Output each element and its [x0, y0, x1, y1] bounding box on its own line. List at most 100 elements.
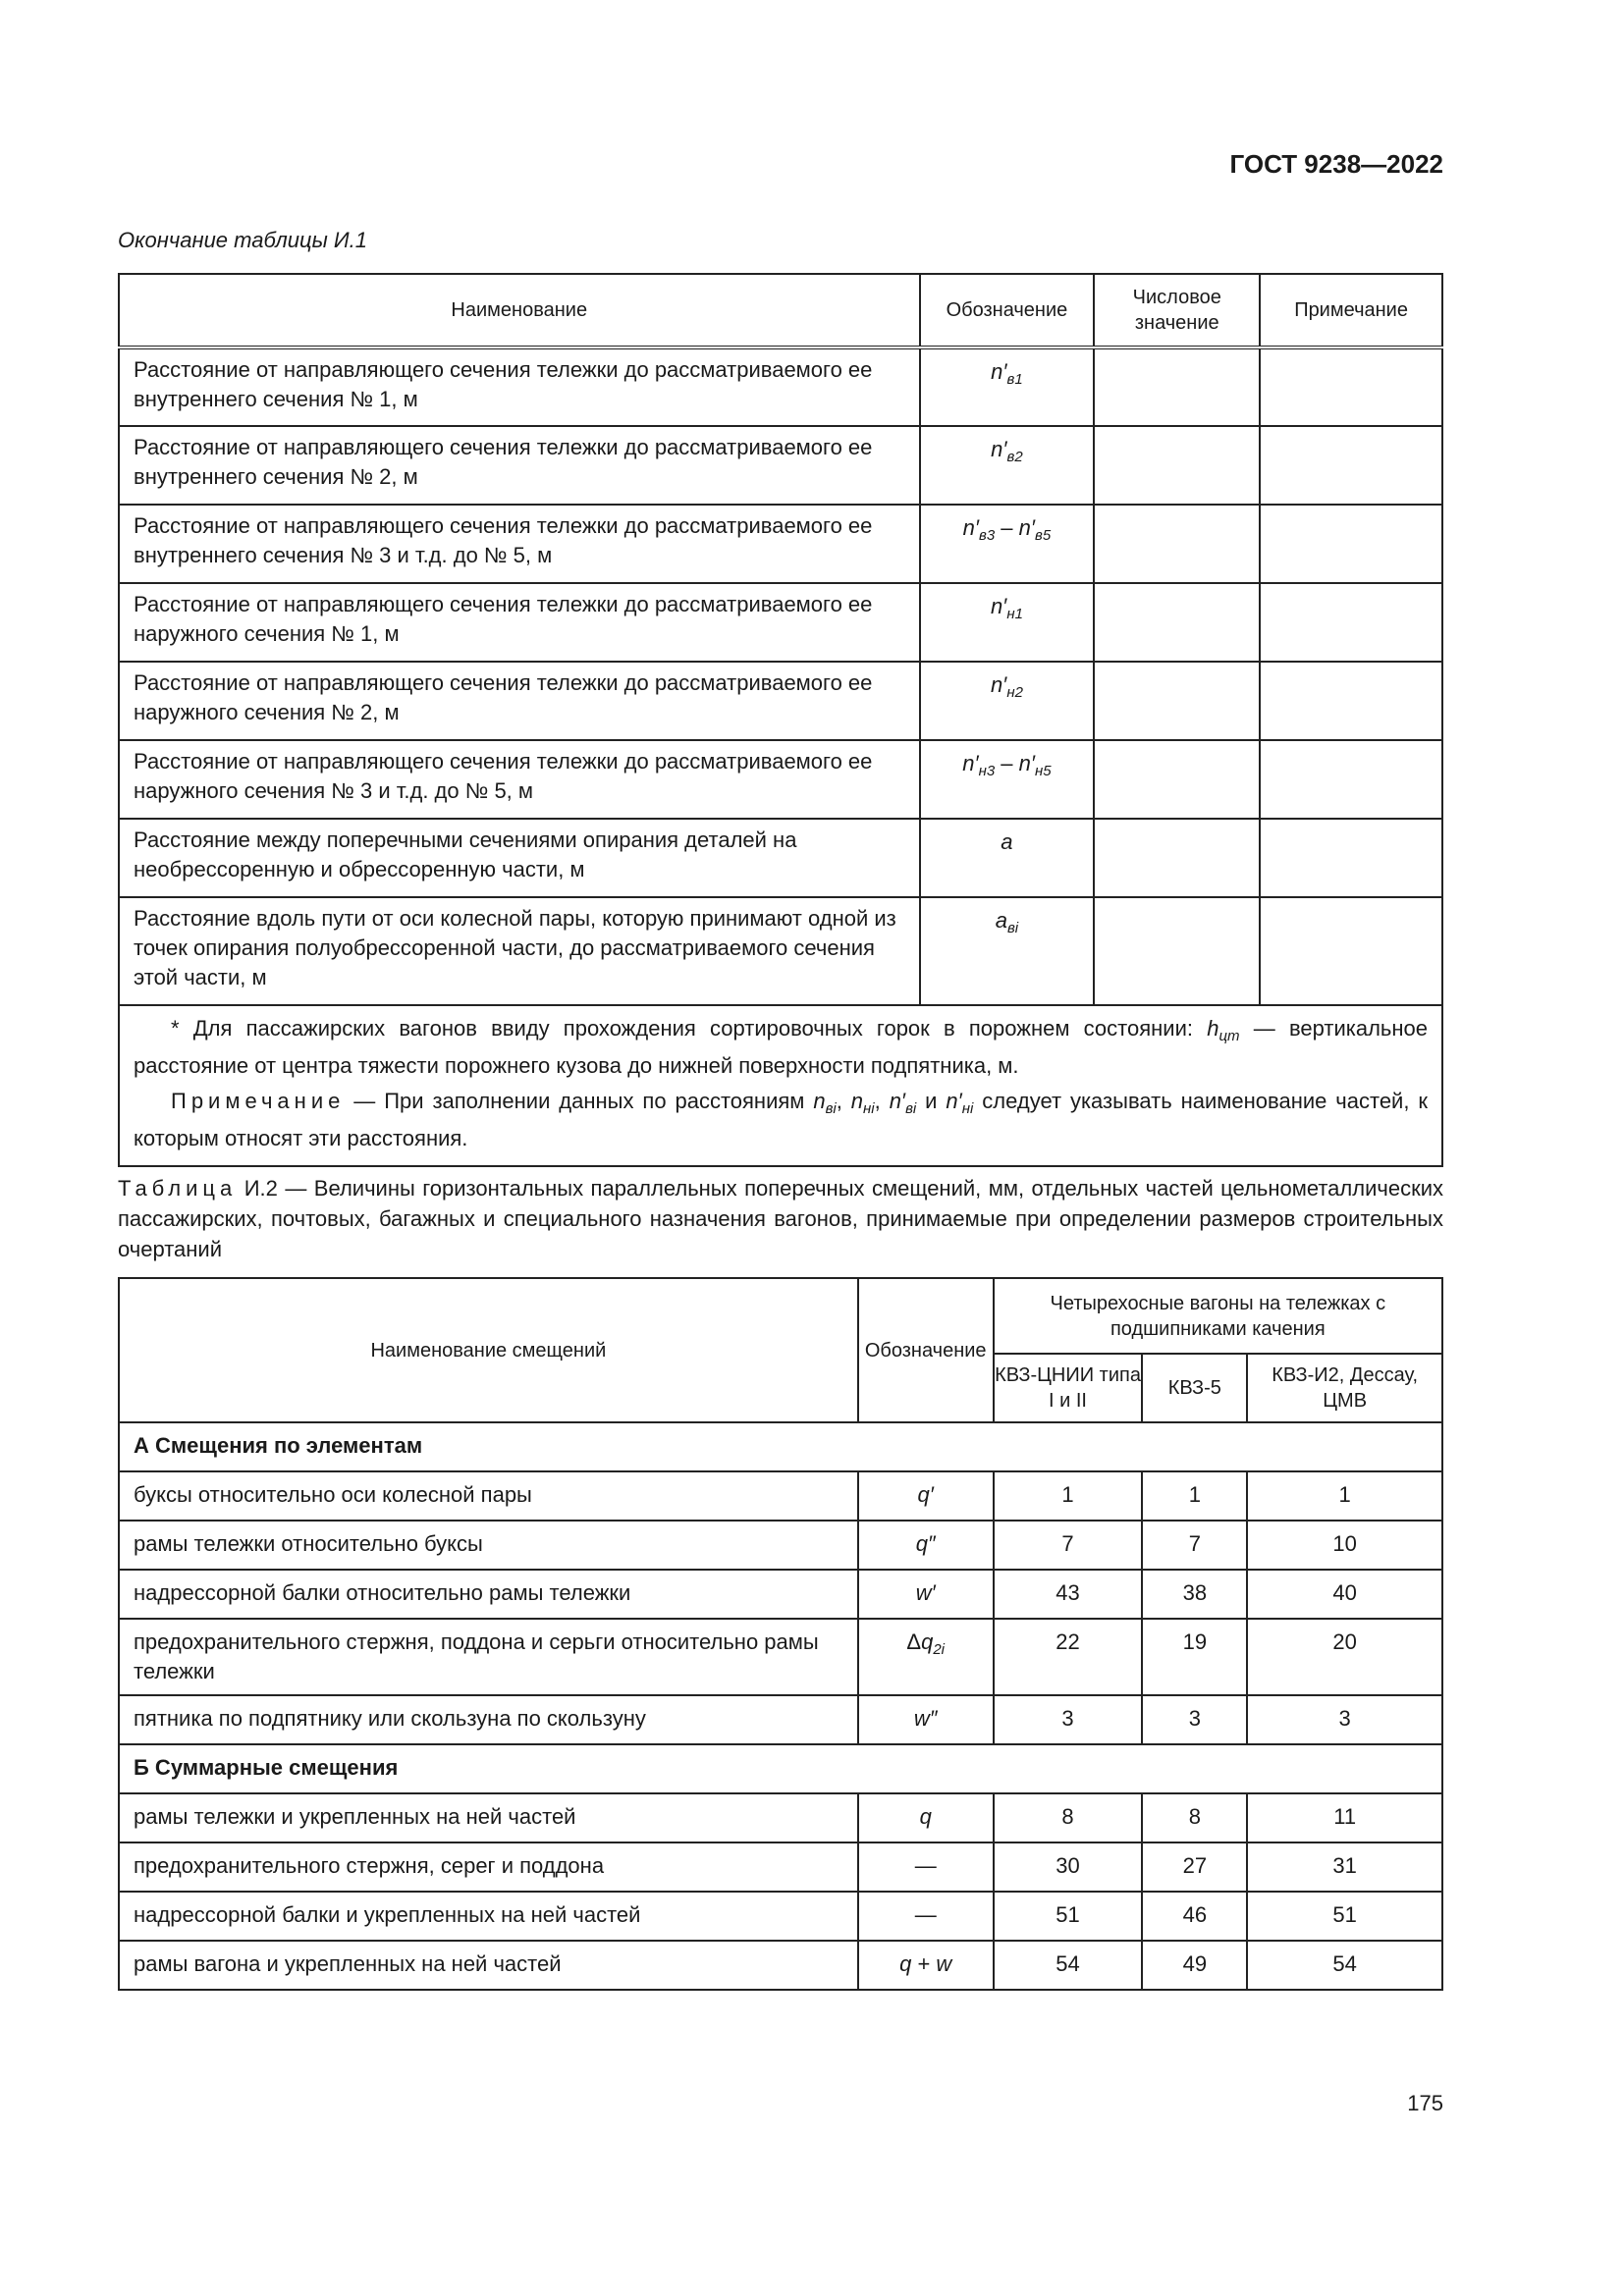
- cell-note: [1259, 739, 1443, 820]
- cell-value: [1093, 425, 1262, 506]
- cell-note: [1259, 425, 1443, 506]
- cell-value: 3: [1246, 1694, 1443, 1745]
- table-row: рамы тележки и укрепленных на ней частей…: [118, 1792, 1443, 1843]
- cell-symbol: —: [856, 1842, 995, 1893]
- table-note: Примечание — При заполнении данных по ра…: [134, 1089, 1428, 1150]
- cell-name: Расстояние между поперечными сечениями о…: [118, 818, 921, 898]
- cell-value: 38: [1141, 1569, 1249, 1620]
- cell-symbol: q + w: [856, 1940, 995, 1991]
- cell-note: [1259, 582, 1443, 663]
- col-header-kvz-tsnii: КВЗ-ЦНИИ типа I и II: [992, 1353, 1144, 1423]
- col-header-name: Наименование: [118, 273, 921, 349]
- cell-name: рамы вагона и укрепленных на ней частей: [118, 1940, 859, 1991]
- table-row: надрессорной балки и укрепленных на ней …: [118, 1891, 1443, 1942]
- table-row: Расстояние от направляющего сечения теле…: [118, 504, 1443, 584]
- col-header-symbol: Обозначение: [918, 273, 1096, 349]
- cell-symbol: q: [856, 1792, 995, 1843]
- cell-value: 7: [992, 1520, 1144, 1571]
- cell-value: 51: [1246, 1891, 1443, 1942]
- cell-name: предохранительного стержня, поддона и се…: [118, 1618, 859, 1696]
- cell-note: [1259, 504, 1443, 584]
- cell-note: [1259, 661, 1443, 741]
- cell-value: [1093, 347, 1262, 427]
- cell-value: 46: [1141, 1891, 1249, 1942]
- cell-value: 19: [1141, 1618, 1249, 1696]
- table-row: пятника по подпятнику или скользуна по с…: [118, 1694, 1443, 1745]
- cell-value: 1: [992, 1470, 1144, 1522]
- cell-value: 3: [992, 1694, 1144, 1745]
- cell-value: [1093, 661, 1262, 741]
- cell-value: [1093, 818, 1262, 898]
- table-row: буксы относительно оси колесной пары q′ 1 1…: [118, 1470, 1443, 1522]
- cell-note: [1259, 818, 1443, 898]
- cell-symbol: n′н1: [918, 582, 1096, 663]
- cell-name: Расстояние от направляющего сечения теле…: [118, 504, 921, 584]
- section-title: А Смещения по элементам: [118, 1421, 1443, 1472]
- table-row: предохранительного стержня, серег и подд…: [118, 1842, 1443, 1893]
- cell-name: надрессорной балки и укрепленных на ней …: [118, 1891, 859, 1942]
- cell-symbol: n′н2: [918, 661, 1096, 741]
- cell-value: 49: [1141, 1940, 1249, 1991]
- table-continuation-title: Окончание таблицы И.1: [118, 228, 367, 252]
- cell-value: 51: [992, 1891, 1144, 1942]
- cell-symbol: n′в3 – n′в5: [918, 504, 1096, 584]
- cell-note: [1259, 896, 1443, 1006]
- table-row: Расстояние вдоль пути от оси колесной па…: [118, 896, 1443, 1006]
- cell-name: рамы тележки и укрепленных на ней частей: [118, 1792, 859, 1843]
- col-header-note: Примечание: [1259, 273, 1443, 349]
- table-row: Расстояние от направляющего сечения теле…: [118, 582, 1443, 663]
- footnote: * Для пассажирских вагонов ввиду прохожд…: [134, 1016, 1428, 1078]
- cell-name: Расстояние от направляющего сечения теле…: [118, 425, 921, 506]
- cell-symbol: w′: [856, 1569, 995, 1620]
- cell-symbol: n′н3 – n′н5: [918, 739, 1096, 820]
- cell-value: [1093, 896, 1262, 1006]
- cell-name: надрессорной балки относительно рамы тел…: [118, 1569, 859, 1620]
- cell-value: 27: [1141, 1842, 1249, 1893]
- page-number: 175: [1407, 2091, 1443, 2115]
- table-row: Расстояние от направляющего сечения теле…: [118, 425, 1443, 506]
- cell-name: буксы относительно оси колесной пары: [118, 1470, 859, 1522]
- cell-value: 1: [1246, 1470, 1443, 1522]
- table-row: надрессорной балки относительно рамы тел…: [118, 1569, 1443, 1620]
- section-row: Б Суммарные смещения: [118, 1743, 1443, 1794]
- col-header-group: Четырехосные вагоны на тележках с подшип…: [992, 1277, 1444, 1355]
- cell-name: Расстояние от направляющего сечения теле…: [118, 582, 921, 663]
- cell-name: Расстояние от направляющего сечения теле…: [118, 347, 921, 427]
- cell-value: [1093, 739, 1262, 820]
- col-header-symbol: Обозна­чение: [856, 1277, 995, 1423]
- cell-value: 7: [1141, 1520, 1249, 1571]
- cell-symbol: q″: [856, 1520, 995, 1571]
- table-footnotes: * Для пассажирских вагонов ввиду прохожд…: [118, 1004, 1443, 1167]
- cell-value: 43: [992, 1569, 1144, 1620]
- cell-note: [1259, 347, 1443, 427]
- cell-value: 54: [1246, 1940, 1443, 1991]
- cell-symbol: n′в2: [918, 425, 1096, 506]
- table-row: Расстояние между поперечными сечениями о…: [118, 818, 1443, 898]
- table-i1: Наименование Обозначение Числовое значен…: [118, 273, 1443, 1167]
- cell-name: Расстояние от направляющего сечения теле…: [118, 739, 921, 820]
- cell-value: 3: [1141, 1694, 1249, 1745]
- cell-value: [1093, 504, 1262, 584]
- table-row: Расстояние от направляющего сечения теле…: [118, 739, 1443, 820]
- cell-value: 20: [1246, 1618, 1443, 1696]
- cell-name: Расстояние от направляющего сечения теле…: [118, 661, 921, 741]
- col-header-kvz5: КВЗ-5: [1141, 1353, 1249, 1423]
- table-i2-caption: Таблица И.2 — Величины горизонтальных па…: [118, 1176, 1443, 1261]
- note-label: Примечание: [171, 1089, 346, 1113]
- cell-value: 54: [992, 1940, 1144, 1991]
- table-row: рамы вагона и укрепленных на ней частей q…: [118, 1940, 1443, 1991]
- col-header-value: Числовое значение: [1093, 273, 1262, 349]
- cell-value: 22: [992, 1618, 1144, 1696]
- cell-symbol: aвi: [918, 896, 1096, 1006]
- cell-value: [1093, 582, 1262, 663]
- cell-symbol: a: [918, 818, 1096, 898]
- cell-symbol: —: [856, 1891, 995, 1942]
- table-row: Расстояние от направляющего сечения теле…: [118, 661, 1443, 741]
- cell-name: рамы тележки относительно буксы: [118, 1520, 859, 1571]
- cell-name: пятника по подпятнику или скользуна по с…: [118, 1694, 859, 1745]
- cell-symbol: w″: [856, 1694, 995, 1745]
- section-title: Б Суммарные смещения: [118, 1743, 1443, 1794]
- cell-value: 8: [992, 1792, 1144, 1843]
- table-i2: Наименование смещений Обозна­чение Четыр…: [118, 1277, 1444, 1991]
- cell-symbol: n′в1: [918, 347, 1096, 427]
